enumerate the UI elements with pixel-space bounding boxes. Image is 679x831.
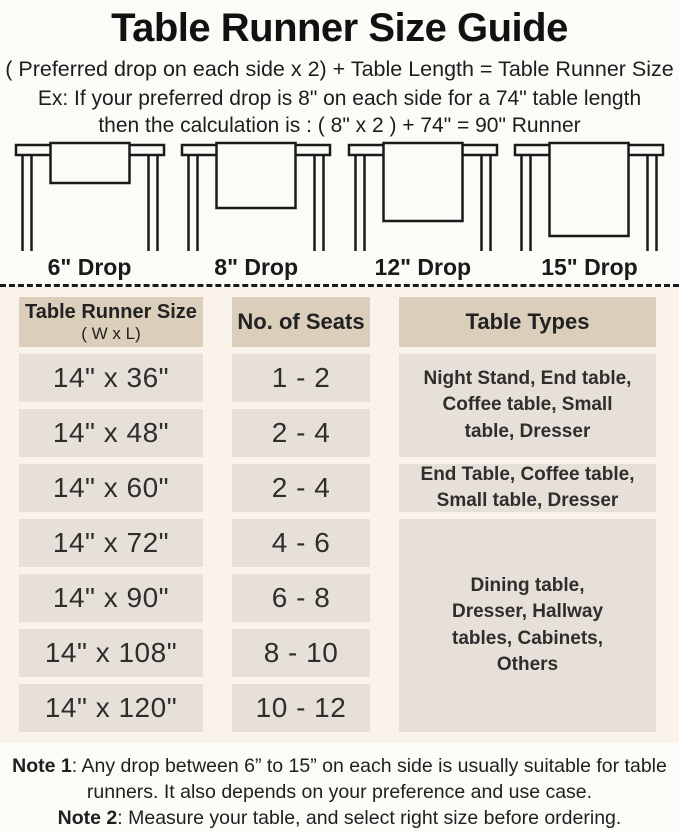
right-leg-shape bbox=[646, 155, 659, 251]
column-header-table-types: Table Types bbox=[399, 297, 656, 347]
size-table-section: Table Runner Size ( W x L) No. of Seats … bbox=[0, 287, 679, 743]
diagram-6-drop: 6" Drop bbox=[12, 141, 167, 281]
example-line-2: then the calculation is : ( 8" x 2 ) + 7… bbox=[98, 114, 581, 137]
table-row-size: 14" x 72" bbox=[19, 519, 203, 567]
drop-label: 6" Drop bbox=[47, 254, 132, 280]
drop-diagrams: 6" Drop 8" Drop 12" Drop 15" Drop bbox=[0, 138, 679, 281]
table-diagram-icon bbox=[14, 141, 165, 251]
table-types-group-large: Dining table, Dresser, Hallway tables, C… bbox=[399, 519, 656, 732]
diagram-15-drop: 15" Drop bbox=[512, 141, 667, 281]
left-leg-shape bbox=[187, 155, 199, 251]
left-leg-shape bbox=[520, 155, 533, 251]
example-line-1: Ex: If your preferred drop is 8" on each… bbox=[37, 87, 642, 110]
left-leg-shape bbox=[20, 155, 33, 251]
table-types-line: Night Stand, End table, bbox=[423, 368, 632, 390]
dashed-divider bbox=[0, 284, 679, 287]
header-types-label: Table Types bbox=[465, 309, 590, 334]
column-header-seats: No. of Seats bbox=[232, 297, 370, 347]
diagram-8-drop: 8" Drop bbox=[179, 141, 334, 281]
table-row-seats: 6 - 8 bbox=[232, 574, 370, 622]
table-row-size: 14" x 120" bbox=[19, 684, 203, 732]
table-row-seats: 2 - 4 bbox=[232, 409, 370, 457]
diagram-12-drop: 12" Drop bbox=[345, 141, 500, 281]
right-leg-shape bbox=[146, 155, 159, 251]
header-section: Table Runner Size Guide ( Preferred drop… bbox=[0, 0, 679, 138]
table-types-line: Dining table, bbox=[470, 575, 585, 597]
table-row-size: 14" x 60" bbox=[19, 464, 203, 512]
drop-label: 15" Drop bbox=[541, 254, 638, 280]
notes-section: Note 1: Any drop between 6” to 15” on ea… bbox=[0, 743, 679, 831]
table-row-size: 14" x 48" bbox=[19, 409, 203, 457]
table-diagram-icon bbox=[347, 141, 499, 251]
header-seats-label: No. of Seats bbox=[237, 309, 365, 334]
page-title: Table Runner Size Guide bbox=[111, 6, 568, 50]
drop-label: 8" Drop bbox=[214, 254, 299, 280]
note-1-text: : Any drop between 6” to 15” on each sid… bbox=[71, 755, 667, 803]
table-types-line: Others bbox=[496, 653, 559, 675]
table-diagram-icon bbox=[514, 141, 665, 251]
table-row-size: 14" x 90" bbox=[19, 574, 203, 622]
table-types-group-small: Night Stand, End table, Coffee table, Sm… bbox=[399, 354, 656, 457]
right-leg-shape bbox=[480, 155, 492, 251]
table-types-line: End Table, Coffee table, bbox=[420, 463, 635, 485]
header-runner-size-title: Table Runner Size bbox=[25, 300, 197, 323]
runner-shape bbox=[48, 141, 131, 185]
table-row-size: 14" x 36" bbox=[19, 354, 203, 402]
table-row-seats: 8 - 10 bbox=[232, 629, 370, 677]
left-leg-shape bbox=[354, 155, 366, 251]
runner-shape bbox=[382, 141, 464, 223]
table-types-line: tables, Cabinets, bbox=[452, 627, 603, 649]
column-header-runner-size: Table Runner Size ( W x L) bbox=[19, 297, 203, 347]
formula-text: ( Preferred drop on each side x 2) + Tab… bbox=[5, 57, 674, 81]
note-2-label: Note 2 bbox=[57, 807, 118, 829]
table-row-seats: 2 - 4 bbox=[232, 464, 370, 512]
table-row-seats: 1 - 2 bbox=[232, 354, 370, 402]
table-diagram-icon bbox=[180, 141, 332, 251]
note-1: Note 1: Any drop between 6” to 15” on ea… bbox=[2, 753, 677, 805]
table-types-line: Dresser, Hallway bbox=[451, 601, 604, 623]
table-types-line: Small table, Dresser bbox=[436, 490, 619, 511]
note-1-label: Note 1 bbox=[12, 755, 72, 777]
table-row-size: 14" x 108" bbox=[19, 629, 203, 677]
header-runner-size-sub: ( W x L) bbox=[81, 323, 141, 343]
note-2: Note 2: Measure your table, and select r… bbox=[2, 805, 677, 831]
size-table: Table Runner Size ( W x L) No. of Seats … bbox=[0, 287, 679, 743]
table-types-line: table, Dresser bbox=[464, 420, 591, 442]
note-2-text: : Measure your table, and select right s… bbox=[117, 807, 622, 829]
runner-shape bbox=[215, 141, 297, 210]
table-row-seats: 4 - 6 bbox=[232, 519, 370, 567]
drop-label: 12" Drop bbox=[374, 254, 472, 280]
runner-shape bbox=[548, 141, 631, 238]
table-types-group-medium: End Table, Coffee table, Small table, Dr… bbox=[399, 464, 656, 512]
right-leg-shape bbox=[313, 155, 325, 251]
table-row-seats: 10 - 12 bbox=[232, 684, 370, 732]
table-types-line: Coffee table, Small bbox=[442, 394, 613, 416]
